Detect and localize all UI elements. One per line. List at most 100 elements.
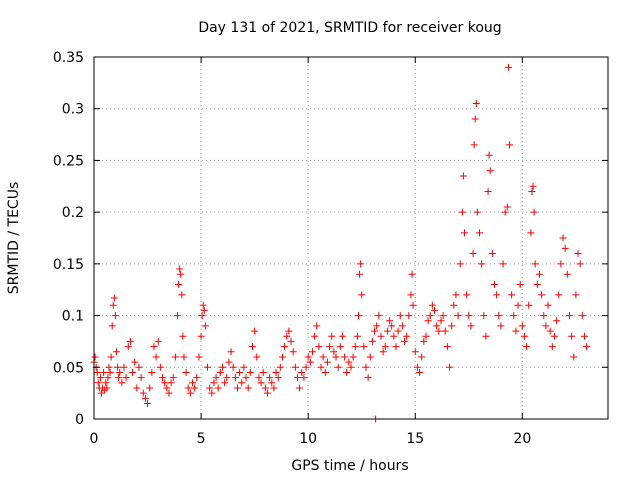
data-point [326, 343, 334, 351]
data-point [572, 291, 580, 299]
data-point [504, 63, 512, 71]
data-point [520, 332, 528, 340]
data-point [114, 363, 122, 371]
data-point [450, 301, 458, 309]
data-point [548, 343, 556, 351]
data-point [109, 301, 117, 309]
data-point [409, 301, 417, 309]
data-point [118, 379, 126, 387]
data-point [112, 348, 120, 356]
data-point [349, 353, 357, 361]
data-point [408, 270, 416, 278]
data-point [557, 260, 565, 268]
data-point [179, 332, 187, 340]
data-point [274, 374, 282, 382]
data-point [332, 353, 340, 361]
y-tick-label: 0 [75, 412, 84, 428]
data-point [538, 291, 546, 299]
data-point [356, 270, 364, 278]
data-point [471, 115, 479, 123]
data-point [469, 250, 477, 258]
data-point [351, 343, 359, 351]
grid [94, 57, 608, 419]
data-point [473, 208, 481, 216]
data-point [441, 327, 449, 335]
data-point [390, 332, 398, 340]
data-point [396, 312, 404, 320]
x-tick-label: 5 [197, 431, 206, 447]
data-point [268, 379, 276, 387]
data-point [407, 291, 415, 299]
data-point [116, 368, 124, 376]
x-tick-labels: 0 5 10 15 20 [90, 431, 532, 447]
data-point [281, 343, 289, 351]
data-point [540, 312, 548, 320]
y-tick-labels: 0 0.05 0.1 0.15 0.2 0.25 0.3 0.35 [53, 50, 84, 428]
x-tick-label: 0 [90, 431, 99, 447]
data-point [386, 317, 394, 325]
data-point [568, 332, 576, 340]
data-point [103, 384, 111, 392]
data-point [259, 368, 267, 376]
data-point [403, 332, 411, 340]
data-point [341, 353, 349, 361]
data-point [315, 343, 323, 351]
data-point [428, 301, 436, 309]
data-point [293, 374, 301, 382]
data-point [375, 312, 383, 320]
data-point [169, 374, 177, 382]
data-point [214, 384, 222, 392]
data-point [388, 322, 396, 330]
data-point [193, 374, 201, 382]
plot-frame [93, 56, 609, 420]
data-point [225, 358, 233, 366]
data-point [105, 363, 113, 371]
data-points [90, 63, 591, 423]
data-point [270, 384, 278, 392]
data-point [379, 348, 387, 356]
data-point [135, 363, 143, 371]
data-point [497, 322, 505, 330]
data-point [499, 260, 507, 268]
data-point [392, 343, 400, 351]
data-point [159, 374, 167, 382]
data-point [197, 332, 205, 340]
data-point [366, 353, 374, 361]
data-point [200, 306, 208, 314]
data-point [229, 363, 237, 371]
data-point [208, 389, 216, 397]
data-point [561, 244, 569, 252]
data-point [533, 281, 541, 289]
data-point [227, 348, 235, 356]
data-point [525, 301, 533, 309]
data-point [106, 368, 114, 376]
x-tick-label: 20 [513, 431, 531, 447]
data-point [133, 384, 141, 392]
data-point [266, 374, 274, 382]
data-point [398, 322, 406, 330]
data-point [150, 343, 158, 351]
data-point [246, 368, 254, 376]
data-point [176, 265, 184, 273]
data-point [467, 322, 475, 330]
data-point [276, 363, 284, 371]
data-point [555, 291, 563, 299]
data-point [184, 384, 192, 392]
data-point [416, 368, 424, 376]
data-point [574, 250, 582, 258]
data-point [129, 368, 137, 376]
data-point [523, 343, 531, 351]
data-point [240, 363, 248, 371]
x-tick-label: 10 [299, 431, 317, 447]
data-point [394, 327, 402, 335]
data-point [476, 229, 483, 237]
data-point [437, 317, 445, 325]
data-point [319, 353, 327, 361]
data-point [338, 332, 346, 340]
data-point [177, 270, 185, 278]
chart-title: Day 131 of 2021, SRMTID for receiver kou… [198, 20, 501, 36]
data-point [528, 187, 536, 195]
data-point [535, 270, 543, 278]
data-point [165, 389, 173, 397]
